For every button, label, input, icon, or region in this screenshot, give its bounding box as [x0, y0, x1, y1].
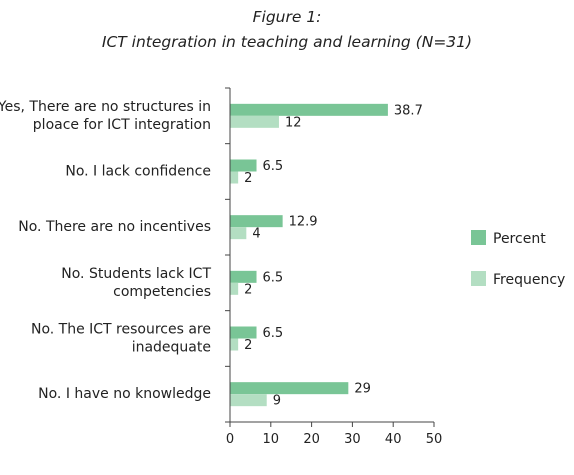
category-label-4-0: No. The ICT resources are: [31, 322, 211, 338]
x-tick-label-0: 0: [226, 432, 234, 447]
value-label-percent-2: 12.9: [289, 215, 318, 230]
x-tick-label-3: 30: [344, 432, 361, 447]
value-label-percent-5: 29: [354, 382, 371, 397]
value-label-frequency-2: 4: [252, 227, 260, 242]
bar-percent-0: [230, 104, 388, 116]
x-tick-label-4: 40: [385, 432, 402, 447]
value-label-percent-3: 6.5: [263, 270, 284, 285]
value-label-percent-0: 38.7: [394, 103, 423, 118]
category-label-5-0: No. I have no knowledge: [38, 386, 211, 402]
value-label-frequency-1: 2: [244, 171, 252, 186]
bar-frequency-5: [230, 394, 267, 406]
value-label-percent-1: 6.5: [263, 159, 284, 174]
value-label-frequency-4: 2: [244, 338, 252, 353]
value-label-percent-4: 6.5: [263, 326, 284, 341]
x-tick-label-2: 20: [303, 432, 320, 447]
legend-swatch-percent: [471, 230, 486, 245]
bar-frequency-2: [230, 227, 246, 239]
category-label-3-0: No. Students lack ICT: [61, 266, 211, 282]
legend-label-percent: Percent: [493, 231, 546, 247]
value-label-frequency-3: 2: [244, 282, 252, 297]
x-tick-label-1: 10: [263, 432, 280, 447]
bar-frequency-3: [230, 283, 238, 295]
x-tick-label-5: 50: [426, 432, 443, 447]
category-label-4-1: inadequate: [132, 340, 211, 356]
category-label-3-1: competencies: [113, 284, 211, 300]
bar-percent-5: [230, 382, 348, 394]
category-label-0-1: ploace for ICT integration: [33, 117, 211, 133]
bar-frequency-0: [230, 116, 279, 128]
category-label-0-0: Yes, There are no structures in: [0, 99, 211, 115]
bar-percent-4: [230, 327, 257, 339]
bar-percent-3: [230, 271, 257, 283]
legend-swatch-frequency: [471, 271, 486, 286]
legend-label-frequency: Frequency: [493, 272, 565, 288]
bar-percent-2: [230, 215, 283, 227]
value-label-frequency-5: 9: [273, 394, 281, 409]
bar-frequency-4: [230, 339, 238, 351]
bar-percent-1: [230, 160, 257, 172]
category-label-2-0: No. There are no incentives: [18, 219, 211, 235]
category-label-1-0: No. I lack confidence: [65, 164, 211, 180]
value-label-frequency-0: 12: [285, 115, 302, 130]
bar-frequency-1: [230, 172, 238, 184]
